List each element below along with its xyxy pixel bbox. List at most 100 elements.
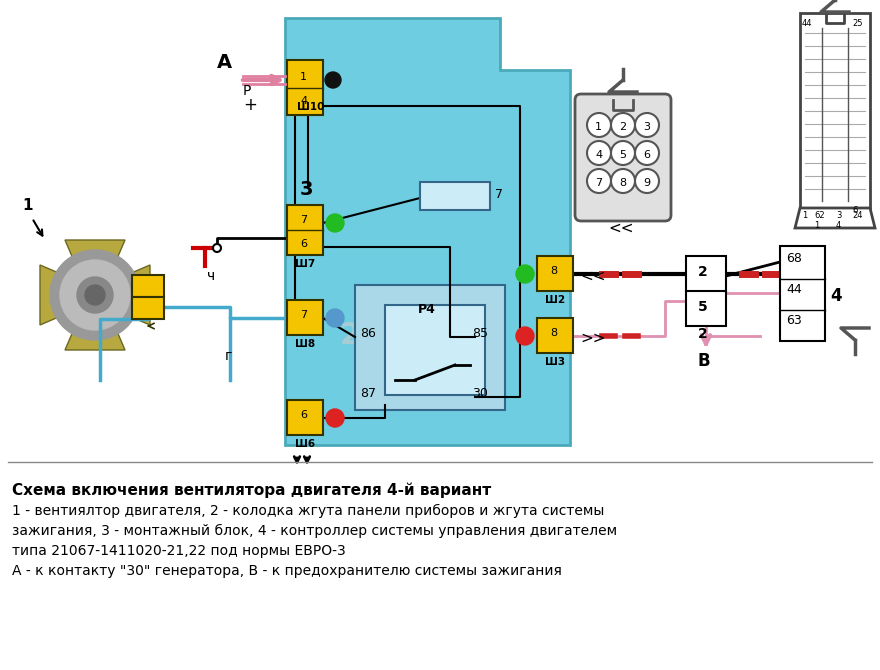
Text: 4: 4 — [836, 221, 841, 230]
Text: P: P — [243, 84, 252, 98]
Text: 2: 2 — [619, 122, 627, 132]
FancyBboxPatch shape — [287, 205, 323, 255]
Text: 63: 63 — [786, 314, 802, 327]
Polygon shape — [65, 240, 125, 275]
Text: 2: 2 — [698, 327, 708, 341]
FancyBboxPatch shape — [287, 60, 323, 115]
Circle shape — [635, 141, 659, 165]
Text: типа 21067-1411020-21,22 под нормы ЕВРО-3: типа 21067-1411020-21,22 под нормы ЕВРО-… — [12, 544, 346, 558]
Text: 30: 30 — [472, 387, 488, 400]
Circle shape — [635, 113, 659, 137]
Text: 3: 3 — [643, 122, 650, 132]
Circle shape — [77, 277, 113, 313]
Text: 4: 4 — [830, 287, 841, 305]
Text: 2: 2 — [698, 265, 708, 279]
Text: >>: >> — [580, 331, 605, 346]
Circle shape — [326, 409, 344, 427]
Text: 6: 6 — [300, 239, 307, 249]
Circle shape — [85, 285, 105, 305]
Text: 6: 6 — [852, 206, 857, 215]
Text: 8: 8 — [619, 178, 627, 188]
Text: 7: 7 — [300, 310, 307, 320]
FancyBboxPatch shape — [575, 94, 671, 221]
Text: +: + — [243, 96, 257, 114]
Text: Ш8: Ш8 — [295, 339, 315, 349]
Polygon shape — [115, 265, 150, 325]
FancyBboxPatch shape — [355, 285, 505, 410]
Text: ч: ч — [207, 269, 216, 283]
Text: 86: 86 — [360, 327, 376, 340]
Text: 1: 1 — [814, 221, 819, 230]
Text: Ш10: Ш10 — [297, 102, 325, 112]
Text: Ш6: Ш6 — [295, 439, 315, 449]
Polygon shape — [40, 265, 75, 325]
Text: 5: 5 — [619, 150, 626, 160]
Text: В: В — [698, 352, 711, 370]
FancyBboxPatch shape — [800, 13, 870, 208]
FancyBboxPatch shape — [385, 305, 485, 395]
Circle shape — [587, 113, 611, 137]
Circle shape — [611, 113, 635, 137]
Circle shape — [326, 214, 344, 232]
Circle shape — [611, 169, 635, 193]
Text: Ш3: Ш3 — [545, 357, 565, 367]
Circle shape — [50, 250, 140, 340]
Text: зажигания, 3 - монтажный блок, 4 - контроллер системы управления двигателем: зажигания, 3 - монтажный блок, 4 - контр… — [12, 524, 617, 538]
Text: 5: 5 — [698, 300, 708, 314]
Circle shape — [587, 141, 611, 165]
FancyBboxPatch shape — [287, 300, 323, 335]
Text: <<: << — [608, 221, 634, 236]
Text: 2sham.ru: 2sham.ru — [340, 320, 501, 350]
Text: 62: 62 — [814, 211, 825, 220]
FancyBboxPatch shape — [537, 256, 573, 291]
Text: 1 - вентиялтор двигателя, 2 - колодка жгута панели приборов и жгута системы: 1 - вентиялтор двигателя, 2 - колодка жг… — [12, 504, 605, 518]
Circle shape — [60, 260, 130, 330]
Circle shape — [587, 169, 611, 193]
Text: 1: 1 — [22, 198, 33, 213]
Text: 44: 44 — [786, 283, 802, 296]
FancyBboxPatch shape — [686, 256, 726, 326]
Text: 6: 6 — [300, 410, 307, 420]
Circle shape — [213, 244, 221, 252]
FancyBboxPatch shape — [132, 275, 164, 297]
Text: 8: 8 — [550, 266, 557, 276]
Polygon shape — [65, 315, 125, 350]
Text: А: А — [217, 53, 232, 72]
Text: 1: 1 — [300, 72, 307, 82]
Text: 3: 3 — [836, 211, 841, 220]
Text: 24: 24 — [852, 211, 862, 220]
Text: Схема включения вентилятора двигателя 4-й вариант: Схема включения вентилятора двигателя 4-… — [12, 482, 491, 498]
Text: Ш7: Ш7 — [295, 259, 315, 269]
Text: 1: 1 — [595, 122, 602, 132]
Text: 44: 44 — [802, 19, 812, 28]
Polygon shape — [285, 18, 570, 445]
Polygon shape — [795, 208, 875, 228]
Text: 7: 7 — [595, 178, 602, 188]
Circle shape — [326, 309, 344, 327]
Text: 4: 4 — [595, 150, 602, 160]
FancyBboxPatch shape — [132, 297, 164, 319]
FancyBboxPatch shape — [287, 400, 323, 435]
Circle shape — [635, 169, 659, 193]
Text: Ш2: Ш2 — [545, 295, 565, 305]
Text: 85: 85 — [472, 327, 488, 340]
Text: А - к контакту "30" генератора, В - к предохранителю системы зажигания: А - к контакту "30" генератора, В - к пр… — [12, 564, 561, 578]
Text: <<: << — [580, 269, 605, 284]
Circle shape — [611, 141, 635, 165]
Text: 8: 8 — [550, 328, 557, 338]
Text: 7: 7 — [495, 188, 503, 201]
Text: 1: 1 — [802, 211, 807, 220]
Text: 3: 3 — [300, 180, 313, 199]
Circle shape — [516, 327, 534, 345]
Text: 4: 4 — [300, 96, 307, 106]
Text: 6: 6 — [643, 150, 650, 160]
Circle shape — [325, 72, 341, 88]
Text: 87: 87 — [360, 387, 376, 400]
Text: 68: 68 — [786, 252, 802, 265]
FancyBboxPatch shape — [420, 182, 490, 210]
Text: 9: 9 — [643, 178, 650, 188]
Text: 25: 25 — [852, 19, 862, 28]
Text: г: г — [225, 349, 232, 363]
Circle shape — [516, 265, 534, 283]
Text: 7: 7 — [300, 215, 307, 225]
